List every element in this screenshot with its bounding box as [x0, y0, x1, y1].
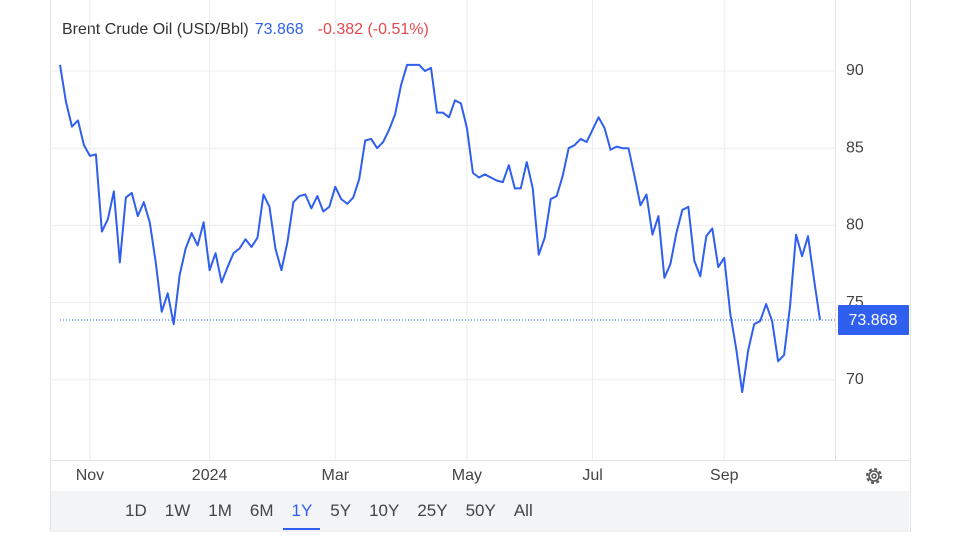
range-button[interactable]: 25Y — [417, 501, 448, 520]
settings-icon[interactable] — [866, 468, 882, 484]
change-text: -0.382 (-0.51%) — [318, 21, 429, 38]
x-tick-label: Sep — [710, 467, 739, 484]
y-tick-label: 70 — [846, 371, 864, 388]
x-tick-label: Jul — [582, 467, 602, 484]
price-line — [59, 63, 821, 394]
y-tick-label: 90 — [846, 62, 864, 79]
gear-ring — [868, 470, 880, 482]
chart-title: Brent Crude Oil (USD/Bbl) — [62, 21, 249, 38]
x-tick-label: Nov — [76, 467, 104, 484]
price-text: 73.868 — [255, 21, 304, 38]
range-bar: 1D 1W 1M 6M 1Y 5Y 10Y 25Y 50Y All — [51, 491, 909, 530]
range-button[interactable]: 1W — [164, 501, 191, 520]
y-tick-label: 80 — [846, 217, 864, 234]
x-tick-label: May — [452, 467, 482, 484]
panel-border — [50, 0, 911, 532]
range-button[interactable]: 1D — [125, 501, 147, 520]
gear-teeth — [866, 468, 882, 484]
range-button[interactable]: 1M — [208, 501, 232, 520]
x-tick-label: Mar — [321, 467, 349, 484]
y-tick-label: 85 — [846, 139, 864, 156]
range-button[interactable]: 10Y — [369, 501, 400, 520]
range-button[interactable]: 50Y — [465, 501, 496, 520]
range-button[interactable]: All — [513, 501, 533, 520]
gear-hub — [871, 473, 877, 479]
price-box-label: 73.868 — [849, 312, 898, 329]
range-button[interactable]: 6M — [249, 501, 274, 520]
range-button[interactable]: 1Y — [283, 491, 321, 530]
x-tick-label: 2024 — [192, 467, 228, 484]
price-box — [838, 305, 909, 336]
range-button[interactable]: 5Y — [330, 501, 352, 520]
